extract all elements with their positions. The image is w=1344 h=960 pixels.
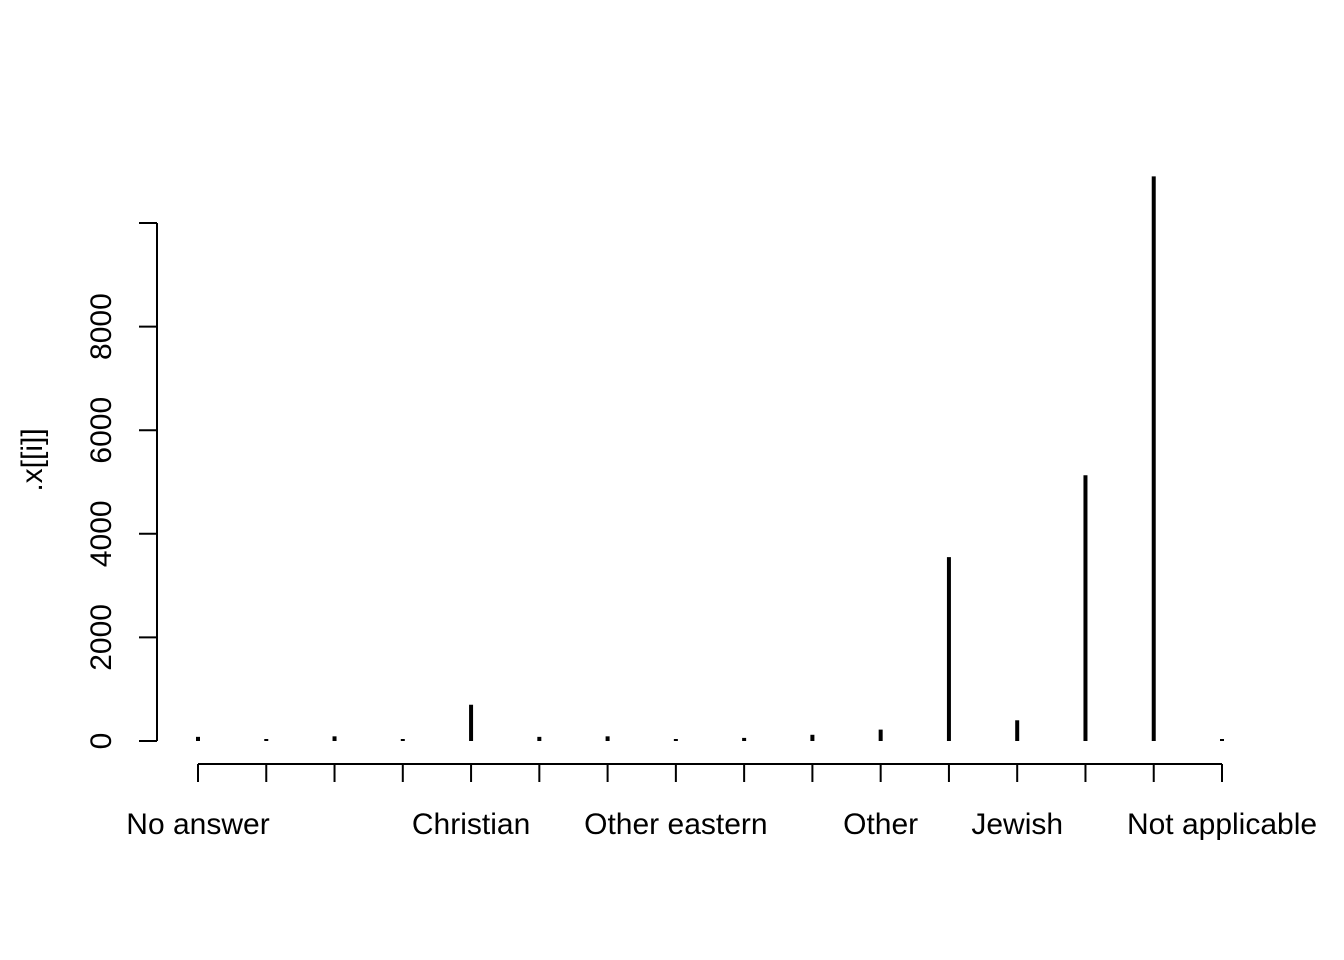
y-tick-label: 0 bbox=[85, 733, 118, 750]
x-tick-label: Jewish bbox=[971, 808, 1063, 841]
x-tick-label: No answer bbox=[126, 808, 269, 841]
y-axis-title: .x[[i]] bbox=[16, 428, 49, 491]
x-tick-label: Not applicable bbox=[1127, 808, 1317, 841]
y-tick-label: 2000 bbox=[85, 604, 118, 671]
y-tick-label: 6000 bbox=[85, 397, 118, 464]
y-tick-label: 4000 bbox=[85, 500, 118, 567]
x-tick-label: Other eastern bbox=[584, 808, 767, 841]
x-tick-label: Other bbox=[843, 808, 918, 841]
x-tick-label: Christian bbox=[412, 808, 530, 841]
x-axis: No answer Christian Other eastern Other Jewi… bbox=[126, 763, 1317, 841]
y-axis: 0 2000 4000 6000 8000 bbox=[85, 222, 158, 750]
bars bbox=[196, 176, 1224, 741]
y-tick-label: 8000 bbox=[85, 293, 118, 360]
